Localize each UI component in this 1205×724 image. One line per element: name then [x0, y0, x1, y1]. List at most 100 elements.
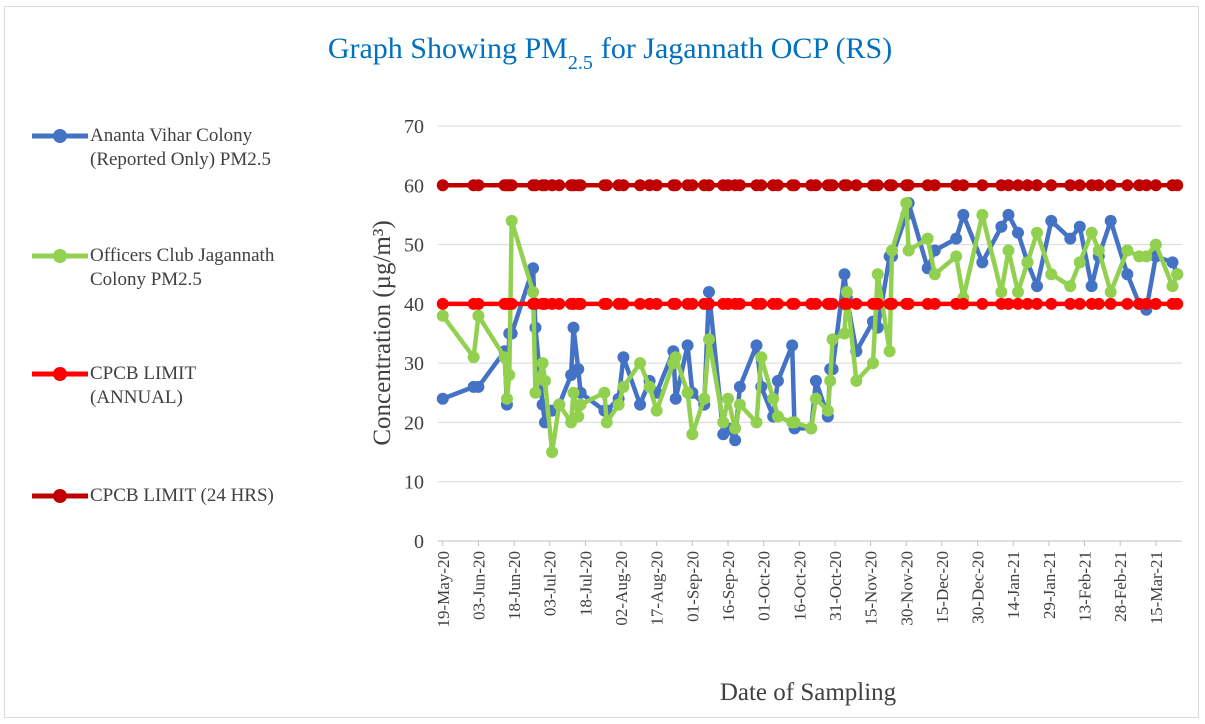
- series-marker: [529, 386, 542, 399]
- series-marker: [1166, 256, 1179, 269]
- series-marker: [755, 179, 768, 192]
- series-marker: [567, 386, 580, 399]
- series-marker: [950, 232, 963, 245]
- series-marker: [527, 262, 540, 275]
- series-marker: [1073, 297, 1086, 310]
- series-marker: [729, 434, 742, 447]
- series-marker: [505, 297, 518, 310]
- series-marker: [750, 416, 763, 429]
- legend-item: Officers Club Jagannath Colony PM2.5: [30, 244, 290, 292]
- series-marker: [1021, 297, 1034, 310]
- x-tick-label: 16-Sep-20: [719, 551, 738, 622]
- series-marker: [472, 309, 485, 322]
- series-marker: [921, 232, 934, 245]
- series-marker: [902, 179, 915, 192]
- series-marker: [686, 428, 699, 441]
- series-marker: [838, 268, 851, 281]
- x-tick-label: 18-Jun-20: [505, 551, 524, 620]
- series-marker: [838, 327, 851, 340]
- series-marker: [1121, 179, 1134, 192]
- series-marker: [1011, 297, 1024, 310]
- series-marker: [886, 244, 899, 257]
- series-marker: [467, 351, 480, 364]
- series-marker: [650, 297, 663, 310]
- series-marker: [1064, 280, 1077, 293]
- series-marker: [950, 250, 963, 263]
- x-tick-label: 30-Dec-20: [969, 551, 988, 624]
- series-marker: [1045, 214, 1058, 227]
- legend-item: CPCB LIMIT (24 HRS): [30, 484, 290, 508]
- series-marker: [600, 179, 613, 192]
- series-marker: [546, 446, 559, 459]
- legend-swatch: [32, 489, 88, 503]
- series-marker: [617, 380, 630, 393]
- series-marker: [472, 380, 485, 393]
- series-marker: [650, 404, 663, 417]
- x-tick-label: 18-Jul-20: [576, 551, 595, 616]
- legend-marker: [53, 129, 67, 143]
- series-marker: [1031, 179, 1044, 192]
- series-marker: [1031, 297, 1044, 310]
- series-marker: [733, 380, 746, 393]
- series-marker: [850, 297, 863, 310]
- series-marker: [871, 297, 884, 310]
- series-marker: [866, 357, 879, 370]
- series-marker: [1021, 179, 1034, 192]
- series-marker: [1073, 220, 1086, 233]
- series-marker: [824, 374, 837, 387]
- series-marker: [681, 339, 694, 352]
- series-marker: [883, 345, 896, 358]
- series-marker: [826, 333, 839, 346]
- series-marker: [553, 398, 566, 411]
- series-marker: [928, 297, 941, 310]
- series-marker: [1002, 297, 1015, 310]
- x-tick-label: 17-Aug-20: [648, 551, 667, 626]
- series-marker: [771, 374, 784, 387]
- series-marker: [1092, 297, 1105, 310]
- series-marker: [995, 286, 1008, 298]
- series-marker: [702, 297, 715, 310]
- series-marker: [1002, 244, 1015, 257]
- legend-label: CPCB LIMIT (24 HRS): [90, 485, 274, 506]
- series-marker: [574, 179, 587, 192]
- series-marker: [1121, 268, 1134, 281]
- series-marker: [634, 297, 647, 310]
- series-marker: [767, 392, 780, 405]
- y-tick-label: 50: [404, 235, 424, 257]
- series-marker: [733, 297, 746, 310]
- series-marker: [572, 363, 585, 376]
- series-marker: [505, 179, 518, 192]
- frame: [4, 6, 1199, 718]
- series-marker: [650, 179, 663, 192]
- series-marker: [733, 179, 746, 192]
- series-marker: [826, 297, 839, 310]
- y-axis-label: Concentration (µg/m³): [369, 220, 396, 445]
- x-tick-label: 01-Sep-20: [683, 551, 702, 622]
- series-marker: [721, 392, 734, 405]
- series-marker: [436, 297, 449, 310]
- series-marker: [1021, 256, 1034, 269]
- series-marker: [886, 179, 899, 192]
- y-tick-label: 30: [404, 353, 424, 375]
- series-marker: [669, 179, 682, 192]
- series-marker: [617, 297, 630, 310]
- series-marker: [634, 179, 647, 192]
- y-tick-label: 0: [414, 531, 424, 553]
- series-marker: [850, 179, 863, 192]
- series-marker: [634, 357, 647, 370]
- y-tick-label: 70: [404, 116, 424, 138]
- series-marker: [617, 179, 630, 192]
- series-marker: [553, 297, 566, 310]
- series-marker: [574, 297, 587, 310]
- series-marker: [957, 208, 970, 221]
- legend-marker: [53, 489, 67, 503]
- series-marker: [1171, 297, 1184, 310]
- series-marker: [567, 321, 580, 334]
- legend-item: CPCB LIMIT (ANNUAL): [30, 362, 290, 410]
- series-marker: [928, 179, 941, 192]
- legend-swatch: [32, 367, 88, 381]
- series-marker: [717, 416, 730, 429]
- series-marker: [1149, 297, 1162, 310]
- series-marker: [1073, 256, 1086, 269]
